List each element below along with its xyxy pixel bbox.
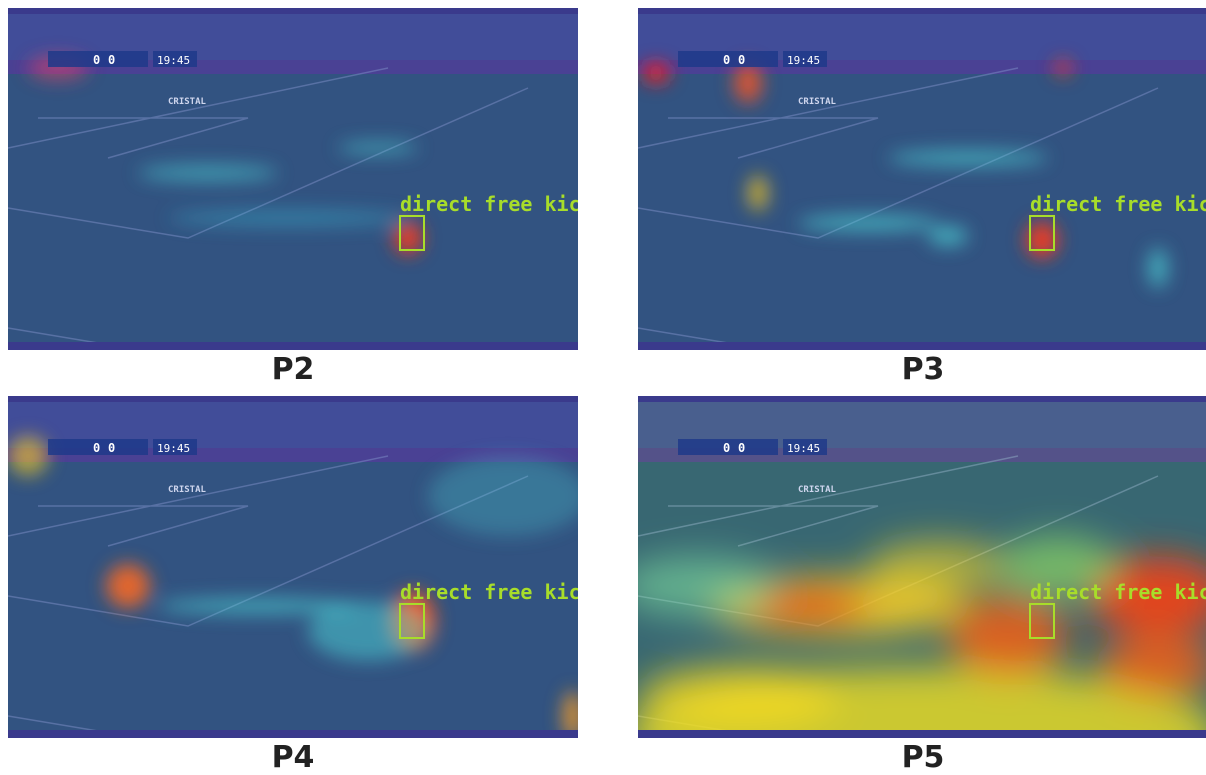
score-away: 0	[108, 441, 115, 455]
clock: 19:45	[157, 54, 190, 67]
heat-spot	[798, 215, 938, 231]
sponsor-board: CRISTAL	[798, 97, 837, 107]
sponsor-board: CRISTAL	[168, 97, 207, 107]
frame-top	[8, 8, 578, 14]
heat-spot	[8, 436, 48, 476]
action-label: direct free kick	[1030, 580, 1206, 604]
heat-spot	[868, 541, 1008, 591]
score-away: 0	[108, 53, 115, 67]
panel-label: P5	[638, 740, 1206, 775]
panel-label: P4	[8, 740, 578, 775]
clock: 19:45	[157, 442, 190, 455]
heat-spot	[338, 142, 418, 154]
heat-spot	[928, 226, 968, 246]
heat-spot	[1148, 248, 1168, 288]
heat-spot	[308, 601, 428, 661]
panel-label: P3	[638, 352, 1206, 387]
frame-bottom	[638, 342, 1206, 350]
action-label: direct free kick	[1030, 192, 1206, 216]
frame-top	[8, 396, 578, 402]
score-away: 0	[738, 441, 745, 455]
sponsor-board: CRISTAL	[168, 485, 207, 495]
panel-label: P2	[8, 352, 578, 387]
heat-spot	[638, 666, 838, 726]
frame-bottom	[8, 342, 578, 350]
frame-top	[638, 396, 1206, 402]
heat-spot	[948, 596, 1068, 676]
score-home: 0	[93, 53, 100, 67]
heat-spot	[734, 63, 762, 103]
frame-bottom	[8, 730, 578, 738]
sponsor-board: CRISTAL	[798, 485, 837, 495]
heat-spot	[748, 175, 768, 211]
score-away: 0	[738, 53, 745, 67]
frame-bottom	[638, 730, 1206, 738]
heat-spot	[1055, 60, 1071, 76]
action-label: direct free kick	[400, 580, 578, 604]
heat-spot	[642, 63, 670, 83]
heat-spot	[106, 564, 150, 608]
heat-spot	[168, 210, 408, 226]
frame-top	[638, 8, 1206, 14]
heat-spot	[138, 165, 278, 181]
score-home: 0	[723, 441, 730, 455]
clock: 19:45	[787, 442, 820, 455]
score-home: 0	[93, 441, 100, 455]
action-label: direct free kick	[400, 192, 578, 216]
score-home: 0	[723, 53, 730, 67]
heat-spot	[888, 150, 1048, 166]
figure: 0019:45CRISTALdirect free kick 0019:45CR…	[0, 0, 1206, 772]
clock: 19:45	[787, 54, 820, 67]
